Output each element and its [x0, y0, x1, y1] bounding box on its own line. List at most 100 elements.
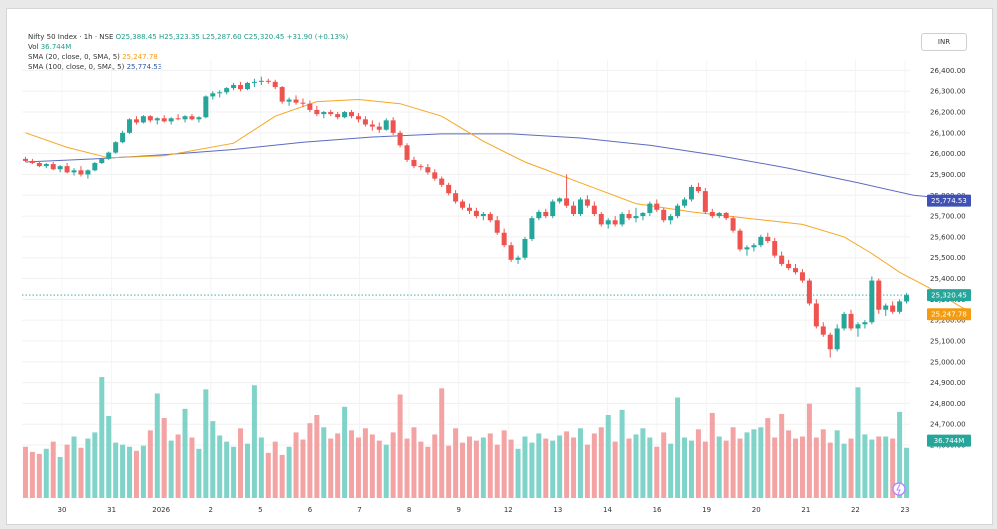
volume-bar [418, 441, 424, 498]
candle-body [369, 124, 375, 127]
candle-body [362, 119, 368, 125]
volume-bar [362, 428, 368, 498]
candle-body [397, 132, 403, 146]
volume-bar [487, 433, 493, 498]
volume-bar [355, 437, 361, 498]
candle-body [279, 87, 285, 102]
x-tick-label: 30 [58, 506, 67, 514]
volume-bar [855, 387, 861, 498]
volume-bar [64, 444, 70, 498]
candle-body [529, 218, 535, 239]
volume-bar [133, 450, 139, 498]
candle-body [584, 199, 590, 206]
candle-body [716, 212, 722, 217]
volume-bar [411, 427, 417, 498]
y-tick-label: 25,600.00 [930, 233, 966, 241]
volume-bar [140, 445, 146, 498]
volume-bar [626, 438, 632, 498]
candle-body [668, 216, 674, 221]
volume-bar [793, 438, 799, 498]
volume-bar [813, 437, 819, 498]
volume-bar [605, 414, 611, 498]
symbol-title: Nifty 50 Index · 1h · NSE [28, 33, 114, 41]
candle-body [349, 112, 355, 117]
candle-body [383, 120, 389, 130]
volume-bar [217, 435, 223, 498]
candle-body [661, 209, 667, 221]
candle-body [571, 205, 577, 214]
candle-body [682, 199, 688, 206]
candle-body [806, 280, 812, 304]
candle-body [557, 198, 563, 202]
volume-bar [383, 444, 389, 498]
candle-body [688, 186, 694, 200]
volume-bar [473, 440, 479, 498]
candle-body [897, 301, 903, 312]
volume-bar [515, 448, 521, 498]
candle-body [598, 214, 604, 225]
candle-body [855, 324, 861, 329]
lightning-icon-glyph [896, 483, 901, 495]
volume-bar [564, 431, 570, 498]
candle-body [848, 313, 854, 329]
legend-symbol-row: Nifty 50 Index · 1h · NSE O25,388.45 H25… [28, 32, 348, 42]
candle-body [841, 313, 847, 329]
y-tick-label: 26,300.00 [930, 88, 966, 96]
volume-bar [577, 428, 583, 498]
candle-body [890, 305, 896, 312]
volume-bar [765, 418, 771, 498]
volume-bar [772, 437, 778, 498]
currency-button[interactable]: INR [921, 33, 967, 51]
volume-bar [29, 451, 35, 498]
volume-bar [494, 444, 500, 498]
candle-body [99, 158, 105, 164]
volume-bar [446, 445, 452, 498]
volume-bar [647, 437, 653, 498]
volume-bar [841, 443, 847, 498]
volume-bar [897, 411, 903, 498]
volume-bar [50, 441, 56, 498]
volume-bar [751, 429, 757, 498]
candle-body [869, 280, 875, 323]
candle-body [446, 184, 452, 194]
candle-body [515, 257, 521, 260]
x-tick-label: 22 [851, 506, 860, 514]
candle-body [501, 232, 507, 246]
candle-body [453, 193, 459, 202]
candle-body [265, 80, 271, 82]
y-tick-label: 26,000.00 [930, 150, 966, 158]
volume-bar [557, 435, 563, 498]
volume-bar [342, 406, 348, 498]
lightning-icon[interactable] [892, 482, 906, 496]
volume-bar [466, 436, 472, 498]
chart-legend: Nifty 50 Index · 1h · NSE O25,388.45 H25… [28, 32, 348, 72]
candle-body [293, 99, 299, 103]
y-tick-label: 25,100.00 [930, 337, 966, 345]
volume-bar [307, 423, 313, 498]
volume-bar [827, 442, 833, 498]
candle-body [272, 81, 278, 88]
volume-bar [550, 440, 556, 498]
volume-bar [702, 441, 708, 498]
volume-bar [425, 446, 431, 498]
candle-body [786, 263, 792, 269]
candle-body [335, 114, 341, 118]
y-tick-label: 26,100.00 [930, 129, 966, 137]
candle-body [71, 170, 77, 173]
volume-bar [251, 385, 257, 498]
volume-bar [758, 427, 764, 498]
volume-bar [668, 443, 674, 498]
volume-bar [36, 453, 42, 498]
volume-bar [99, 377, 105, 498]
candle-body [140, 116, 146, 123]
volume-bar [314, 414, 320, 498]
volume-bar [786, 430, 792, 498]
candle-body [127, 119, 133, 133]
candle-body [244, 82, 250, 90]
candle-body [314, 109, 320, 115]
candle-body [106, 152, 112, 159]
candle-body [577, 199, 583, 214]
candle-body [22, 158, 28, 161]
candle-body [50, 164, 56, 170]
